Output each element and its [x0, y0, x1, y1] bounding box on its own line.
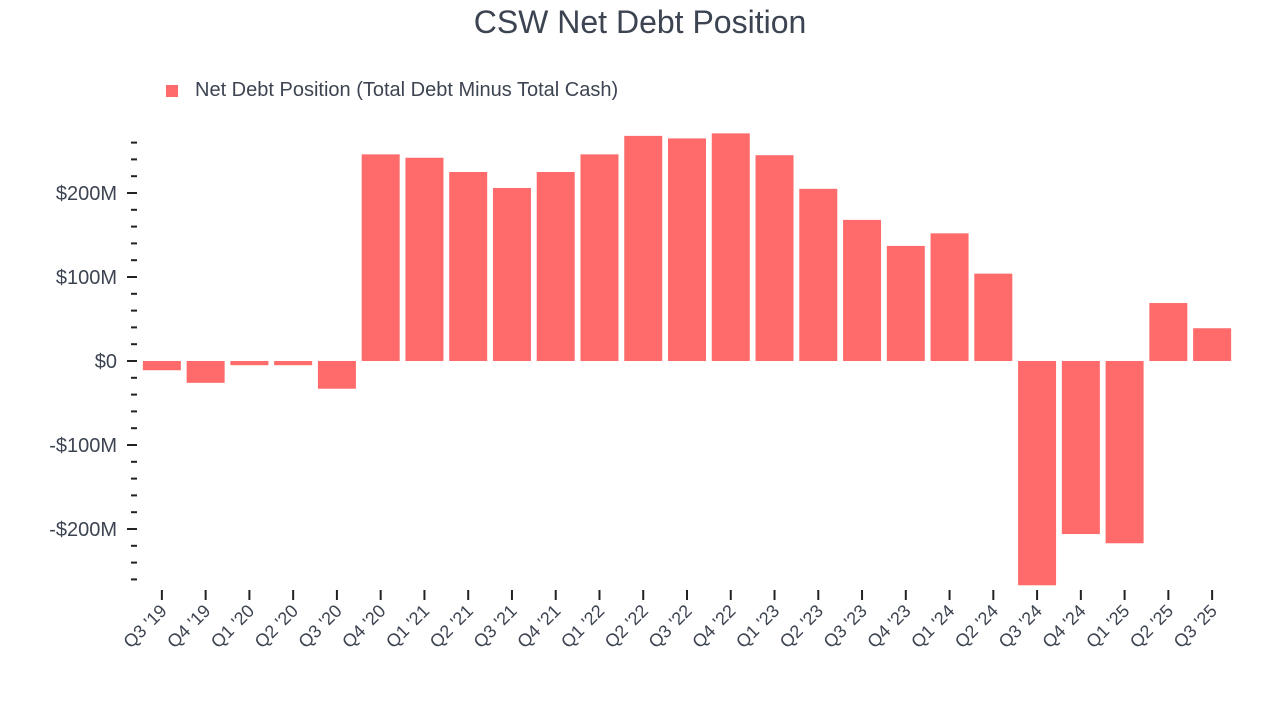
- x-tick-label: Q2 '24: [951, 601, 1002, 652]
- bar: [755, 155, 794, 361]
- x-tick-label: Q1 '20: [207, 601, 258, 652]
- bar: [492, 187, 531, 361]
- bar: [1061, 361, 1100, 535]
- bar: [274, 361, 313, 366]
- x-tick-label: Q3 '21: [470, 601, 521, 652]
- legend-label: Net Debt Position (Total Debt Minus Tota…: [195, 79, 619, 101]
- y-tick-label: $0: [95, 351, 117, 373]
- x-tick-label: Q1 '23: [732, 601, 783, 652]
- x-tick-label: Q3 '20: [294, 601, 345, 652]
- y-tick-label: $200M: [56, 183, 117, 205]
- x-tick-label: Q2 '20: [251, 601, 302, 652]
- bar: [405, 157, 444, 361]
- x-tick-label: Q1 '21: [382, 601, 433, 652]
- x-tick-label: Q3 '23: [820, 601, 871, 652]
- bar: [361, 154, 400, 361]
- bar: [1193, 328, 1232, 361]
- x-tick-label: Q1 '24: [907, 601, 958, 652]
- x-tick-label: Q4 '19: [163, 601, 214, 652]
- x-tick-label: Q4 '23: [863, 601, 914, 652]
- x-tick-label: Q1 '22: [557, 601, 608, 652]
- x-tick-label: Q2 '23: [776, 601, 827, 652]
- bar: [843, 219, 882, 361]
- bar: [580, 154, 619, 361]
- bar: [886, 245, 925, 361]
- bar: [711, 133, 750, 361]
- x-tick-label: Q3 '25: [1170, 601, 1221, 652]
- x-tick-label: Q2 '21: [426, 601, 477, 652]
- x-tick-label: Q3 '24: [995, 601, 1046, 652]
- legend: Net Debt Position (Total Debt Minus Tota…: [166, 79, 618, 102]
- x-tick-label: Q1 '25: [1082, 601, 1133, 652]
- bar: [230, 361, 269, 366]
- bar: [142, 361, 181, 371]
- bar: [449, 172, 488, 361]
- bar: [974, 273, 1013, 361]
- x-tick-label: Q3 '22: [645, 601, 696, 652]
- y-tick-label: -$100M: [49, 435, 117, 457]
- bar: [668, 138, 706, 361]
- bar: [930, 233, 969, 361]
- x-tick-label: Q3 '19: [119, 601, 170, 652]
- bar: [624, 135, 663, 361]
- x-tick-label: Q4 '22: [688, 601, 739, 652]
- x-tick-label: Q2 '22: [601, 601, 652, 652]
- y-tick-label: $100M: [56, 267, 117, 289]
- bar: [799, 188, 838, 361]
- x-tick-label: Q4 '24: [1038, 601, 1089, 652]
- bar: [1105, 361, 1144, 544]
- y-tick-label: -$200M: [49, 519, 117, 541]
- bar: [536, 172, 575, 361]
- x-tick-label: Q4 '20: [338, 601, 389, 652]
- x-tick-label: Q4 '21: [513, 601, 564, 652]
- bar: [1149, 303, 1188, 361]
- bar: [1018, 361, 1057, 586]
- x-tick-label: Q2 '25: [1126, 601, 1177, 652]
- bar: [186, 361, 225, 383]
- bar: [317, 361, 356, 389]
- chart-title: CSW Net Debt Position: [473, 4, 807, 40]
- legend-swatch: [166, 84, 178, 97]
